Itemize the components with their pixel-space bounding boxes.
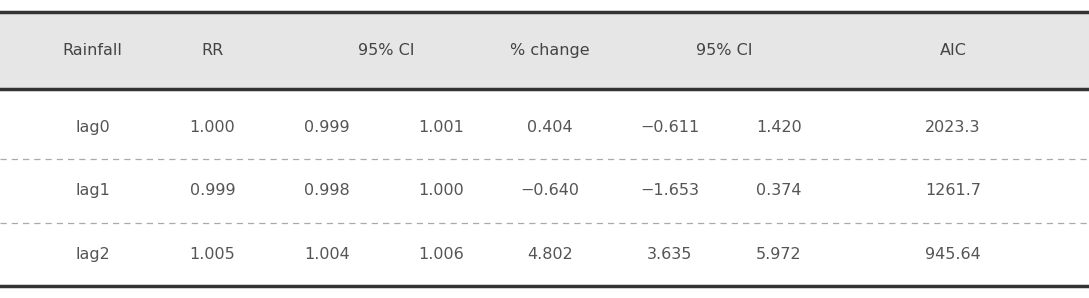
Text: 945.64: 945.64 bbox=[925, 247, 981, 262]
Text: 1.001: 1.001 bbox=[418, 119, 464, 135]
Text: 0.404: 0.404 bbox=[527, 119, 573, 135]
Text: 1.004: 1.004 bbox=[304, 247, 350, 262]
Text: 95% CI: 95% CI bbox=[358, 43, 415, 58]
Text: 1.000: 1.000 bbox=[418, 183, 464, 198]
Text: 0.999: 0.999 bbox=[189, 183, 235, 198]
Text: lag2: lag2 bbox=[75, 247, 110, 262]
Text: 0.374: 0.374 bbox=[756, 183, 802, 198]
FancyBboxPatch shape bbox=[0, 12, 1089, 89]
Text: % change: % change bbox=[510, 43, 590, 58]
Text: 1261.7: 1261.7 bbox=[925, 183, 981, 198]
Text: RR: RR bbox=[201, 43, 223, 58]
Text: −0.640: −0.640 bbox=[521, 183, 579, 198]
Text: lag1: lag1 bbox=[75, 183, 110, 198]
Text: 1.000: 1.000 bbox=[189, 119, 235, 135]
Text: 0.998: 0.998 bbox=[304, 183, 350, 198]
Text: −0.611: −0.611 bbox=[640, 119, 699, 135]
Text: 4.802: 4.802 bbox=[527, 247, 573, 262]
Text: Rainfall: Rainfall bbox=[63, 43, 122, 58]
Text: 0.999: 0.999 bbox=[304, 119, 350, 135]
Text: 2023.3: 2023.3 bbox=[926, 119, 980, 135]
Text: 1.006: 1.006 bbox=[418, 247, 464, 262]
Text: lag0: lag0 bbox=[75, 119, 110, 135]
Text: 1.005: 1.005 bbox=[189, 247, 235, 262]
Text: AIC: AIC bbox=[940, 43, 966, 58]
Text: 3.635: 3.635 bbox=[647, 247, 693, 262]
Text: 95% CI: 95% CI bbox=[696, 43, 752, 58]
Text: −1.653: −1.653 bbox=[640, 183, 699, 198]
Text: 5.972: 5.972 bbox=[756, 247, 802, 262]
Text: 1.420: 1.420 bbox=[756, 119, 802, 135]
